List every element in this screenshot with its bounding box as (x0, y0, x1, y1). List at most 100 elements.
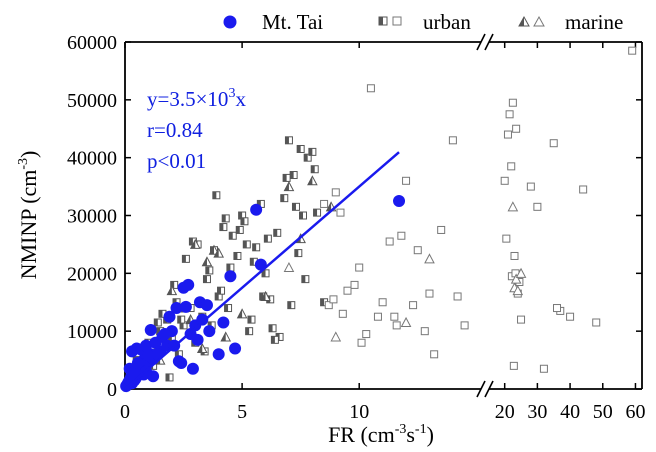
point-urban-half (247, 315, 256, 324)
point-urban-open (343, 286, 352, 295)
point-urban-half (313, 208, 322, 217)
legend-label-mttai: Mt. Tai (262, 10, 323, 34)
point-urban-open (505, 110, 514, 119)
point-urban-open (508, 98, 517, 107)
point-urban-open (373, 312, 382, 321)
point-marine-open (512, 285, 524, 296)
point-mttai (191, 333, 204, 346)
point-urban-half (273, 228, 282, 237)
x-tick-label: 40 (560, 401, 580, 423)
point-marine-half (260, 290, 271, 301)
point-urban-open (460, 321, 469, 330)
point-urban-open (502, 234, 511, 243)
point-urban-half (170, 280, 179, 289)
point-urban-open (355, 263, 364, 272)
x-axis-title-main: FR (cm (328, 422, 395, 447)
point-urban-half (240, 217, 249, 226)
annotation-equation-b: x (235, 87, 246, 111)
point-urban-open (512, 124, 521, 133)
point-urban-open (509, 361, 518, 370)
point-urban-open (579, 185, 588, 194)
point-urban-open (366, 84, 375, 93)
point-urban-half (284, 136, 293, 145)
point-urban-open (385, 237, 394, 246)
legend: Mt. Tai urban marine (223, 10, 623, 34)
point-urban-open (507, 162, 516, 171)
fit-line (124, 151, 400, 390)
point-urban-half (291, 202, 300, 211)
point-urban-open (350, 280, 359, 289)
point-urban-half (181, 254, 190, 263)
point-urban-half (294, 249, 303, 258)
point-mttai (179, 300, 192, 313)
y-tick-label: 40000 (67, 148, 117, 170)
point-urban-open (362, 330, 371, 339)
point-marine-half (189, 238, 201, 249)
point-mttai (172, 355, 185, 368)
regression-annotation: y=3.5×103x r=0.84 p<0.01 (147, 86, 246, 173)
point-urban-open (331, 188, 340, 197)
point-urban-open (500, 176, 509, 185)
point-urban-half (235, 225, 244, 234)
point-urban-half (212, 191, 221, 200)
point-urban-half (287, 301, 296, 310)
point-urban-open (357, 338, 366, 347)
point-marine-half (201, 256, 213, 267)
y-axis-title: NMINP (cm-3) (16, 151, 41, 280)
x-tick-label: 50 (593, 401, 613, 423)
point-urban-open (324, 301, 333, 310)
point-urban-open (420, 327, 429, 336)
point-urban-half (299, 211, 307, 220)
point-urban-open (503, 130, 512, 139)
point-mttai (212, 348, 225, 361)
point-urban-half (261, 269, 270, 278)
annotation-equation-a: y=3.5×10 (147, 87, 228, 111)
point-mttai (229, 342, 242, 355)
point-urban-open (329, 295, 338, 304)
point-mttai (182, 278, 195, 291)
point-urban-open (533, 202, 542, 211)
point-marine-open (283, 261, 295, 273)
point-mttai (144, 324, 157, 337)
x-tick-label: 20 (495, 401, 515, 423)
point-marine-half (208, 244, 220, 255)
x-axis-title-tail: s (406, 422, 415, 447)
point-mttai (217, 316, 230, 329)
point-urban-open (526, 182, 535, 191)
point-urban-half (289, 171, 298, 180)
point-urban-open (392, 321, 401, 330)
point-urban-half (233, 251, 242, 260)
y-tick-label: 60000 (67, 32, 117, 54)
point-mttai (158, 328, 171, 341)
point-urban-open (336, 208, 345, 217)
point-urban-half (303, 153, 312, 162)
point-urban-half (245, 327, 254, 336)
point-urban-half (270, 335, 279, 344)
y-axis-ticks: 0 10000 20000 30000 40000 50000 60000 (67, 32, 642, 401)
point-marine-open (424, 253, 435, 264)
point-mttai (203, 325, 216, 338)
point-urban-half (242, 240, 251, 249)
point-urban-half (296, 144, 305, 153)
point-mttai (196, 313, 209, 326)
point-marine-open (515, 267, 527, 278)
point-urban-half (153, 318, 162, 327)
axis-break-bottom-1 (476, 380, 486, 398)
annotation-p: p<0.01 (147, 149, 206, 173)
fit-line-group (124, 151, 400, 390)
point-mttai (163, 310, 176, 323)
point-urban-open (566, 312, 575, 321)
point-urban-open (402, 176, 411, 185)
point-urban-open (409, 301, 418, 310)
y-tick-label: 20000 (67, 263, 117, 285)
point-urban-open (628, 46, 637, 55)
x-axis-title: FR (cm-3s-1) (328, 422, 434, 447)
point-urban-open (338, 309, 347, 318)
x-axis-ticks: 0 5 10 20 30 40 50 60 (120, 42, 645, 423)
point-urban-half (263, 234, 272, 243)
point-mttai (131, 356, 144, 369)
annotation-equation-sup: 3 (228, 86, 235, 101)
axis-break-top-1 (476, 33, 486, 51)
point-urban-half (301, 275, 310, 284)
